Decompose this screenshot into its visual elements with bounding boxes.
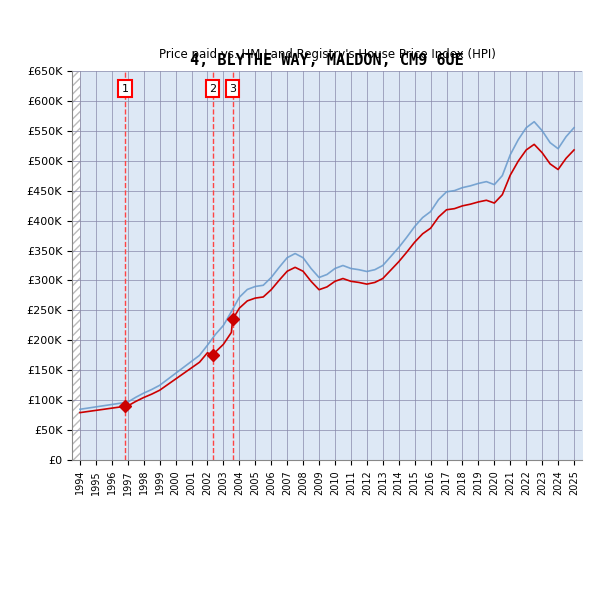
Text: Price paid vs. HM Land Registry's House Price Index (HPI): Price paid vs. HM Land Registry's House … bbox=[158, 48, 496, 61]
Text: 1: 1 bbox=[122, 84, 128, 94]
Text: 3: 3 bbox=[229, 84, 236, 94]
Title: 4, BLYTHE WAY, MALDON, CM9 6UE: 4, BLYTHE WAY, MALDON, CM9 6UE bbox=[190, 53, 464, 68]
Text: 2: 2 bbox=[209, 84, 216, 94]
